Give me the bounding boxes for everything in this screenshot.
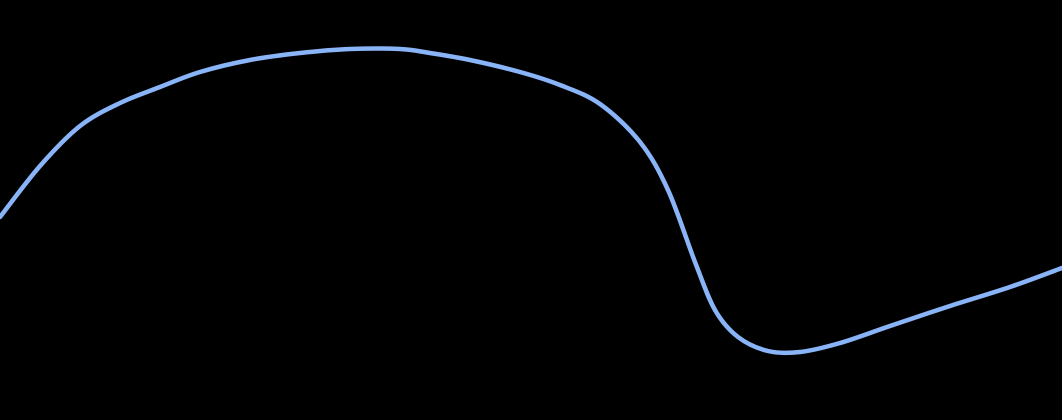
curve-line (0, 46, 1062, 356)
